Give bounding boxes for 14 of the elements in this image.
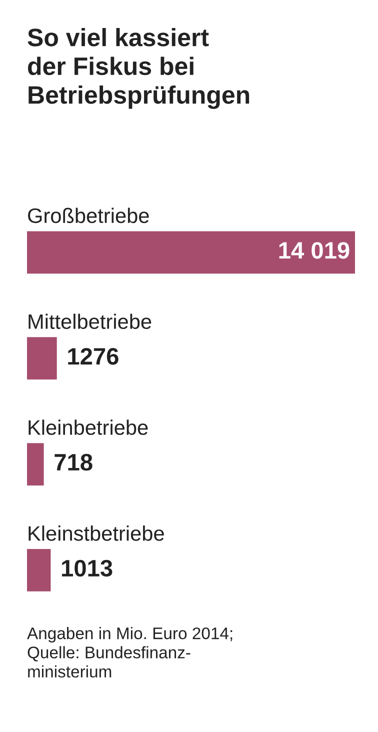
data-label: 718 [54,454,92,471]
y-tick-label: Kleinbetriebe [28,420,148,435]
chart-title: So viel kassiert der Fiskus bei Betriebsprüfungen [28,28,250,109]
bar [27,549,51,592]
bar [27,231,355,274]
bar [27,443,44,486]
data-label: 1013 [62,560,112,577]
bar [27,337,57,380]
data-label: 14 019 [279,242,350,259]
y-tick-label: Großbetriebe [28,208,149,224]
data-label: 1276 [68,348,118,365]
text: Angaben in Mio. Euro 2014; Quelle: Bundesfinanz- ministerium [27,627,232,678]
y-tick-label: Kleinstbetriebe [28,526,164,541]
y-tick-label: Mittelbetriebe [28,314,152,330]
